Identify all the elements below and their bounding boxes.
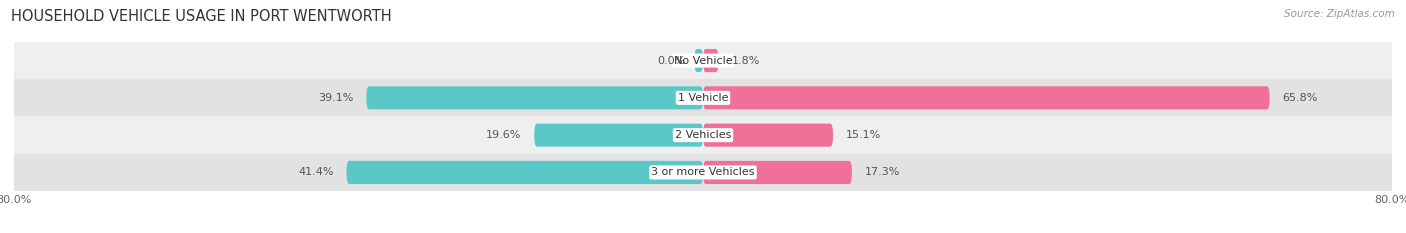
FancyBboxPatch shape bbox=[703, 123, 832, 147]
Text: No Vehicle: No Vehicle bbox=[673, 56, 733, 65]
Text: Source: ZipAtlas.com: Source: ZipAtlas.com bbox=[1284, 9, 1395, 19]
Text: 1.8%: 1.8% bbox=[731, 56, 759, 65]
Text: 15.1%: 15.1% bbox=[846, 130, 882, 140]
FancyBboxPatch shape bbox=[703, 49, 718, 72]
Bar bbox=[14, 79, 1392, 116]
Text: 3 or more Vehicles: 3 or more Vehicles bbox=[651, 168, 755, 177]
Bar bbox=[14, 154, 1392, 191]
FancyBboxPatch shape bbox=[703, 86, 1270, 110]
Text: 2 Vehicles: 2 Vehicles bbox=[675, 130, 731, 140]
FancyBboxPatch shape bbox=[534, 123, 703, 147]
FancyBboxPatch shape bbox=[695, 49, 703, 72]
Text: 39.1%: 39.1% bbox=[318, 93, 353, 103]
Text: 41.4%: 41.4% bbox=[298, 168, 333, 177]
FancyBboxPatch shape bbox=[703, 161, 852, 184]
FancyBboxPatch shape bbox=[367, 86, 703, 110]
Text: 65.8%: 65.8% bbox=[1282, 93, 1317, 103]
Text: 19.6%: 19.6% bbox=[486, 130, 522, 140]
Text: 0.0%: 0.0% bbox=[658, 56, 686, 65]
Bar bbox=[14, 42, 1392, 79]
Text: HOUSEHOLD VEHICLE USAGE IN PORT WENTWORTH: HOUSEHOLD VEHICLE USAGE IN PORT WENTWORT… bbox=[11, 9, 392, 24]
Bar bbox=[14, 116, 1392, 154]
FancyBboxPatch shape bbox=[346, 161, 703, 184]
Text: 17.3%: 17.3% bbox=[865, 168, 900, 177]
Text: 1 Vehicle: 1 Vehicle bbox=[678, 93, 728, 103]
